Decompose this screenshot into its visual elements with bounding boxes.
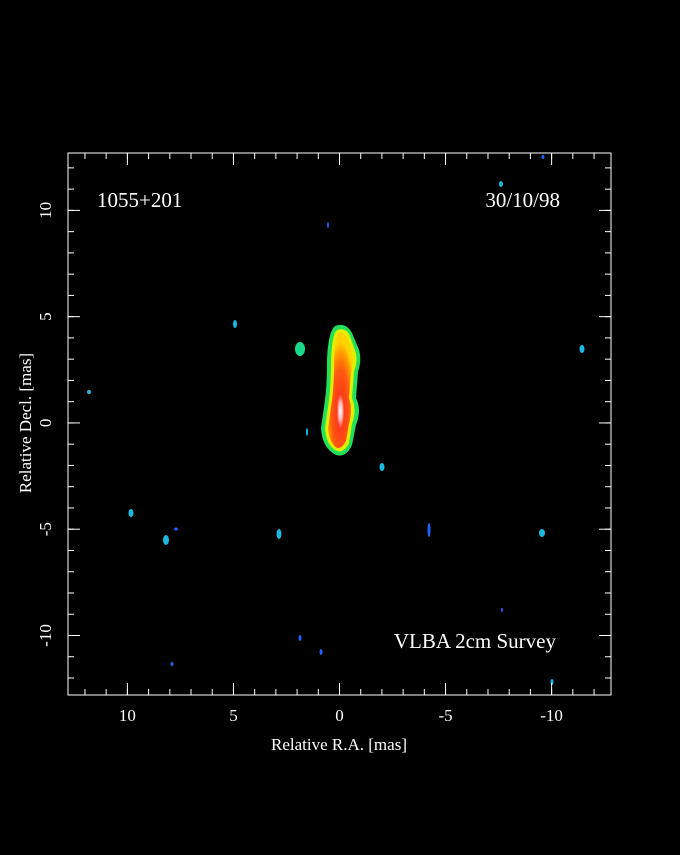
emission-core [328,332,353,449]
speck [298,635,302,641]
speck [539,529,545,537]
speck [233,320,237,328]
speck [87,390,91,394]
speck [327,222,329,228]
y-tick-label: 5 [36,312,55,321]
speck [295,342,305,356]
speck [170,662,174,666]
emission [87,155,585,685]
x-tick-label: 0 [335,706,344,725]
speck [427,523,431,537]
x-tick-label: 10 [119,706,136,725]
speck [579,345,585,353]
y-tick-label: -10 [36,624,55,647]
speck [319,649,323,655]
y-axis-label: Relative Decl. [mas] [16,353,35,493]
x-tick-label: -10 [540,706,563,725]
speck [499,181,503,187]
speck [541,155,545,159]
y-tick-label: -5 [36,522,55,536]
y-tick-label: 0 [36,419,55,428]
speck [379,463,385,471]
x-tick-label: 5 [229,706,238,725]
x-tick-label: -5 [438,706,452,725]
speck [276,529,282,539]
survey-label: VLBA 2cm Survey [394,629,557,653]
speck [128,509,134,517]
speck [501,608,503,612]
y-tick-label: 10 [36,202,55,219]
speck [306,428,308,436]
x-axis-label: Relative R.A. [mas] [271,735,407,754]
speck [163,535,169,545]
source-name: 1055+201 [97,188,182,212]
speck [174,527,178,531]
date: 30/10/98 [485,188,560,212]
